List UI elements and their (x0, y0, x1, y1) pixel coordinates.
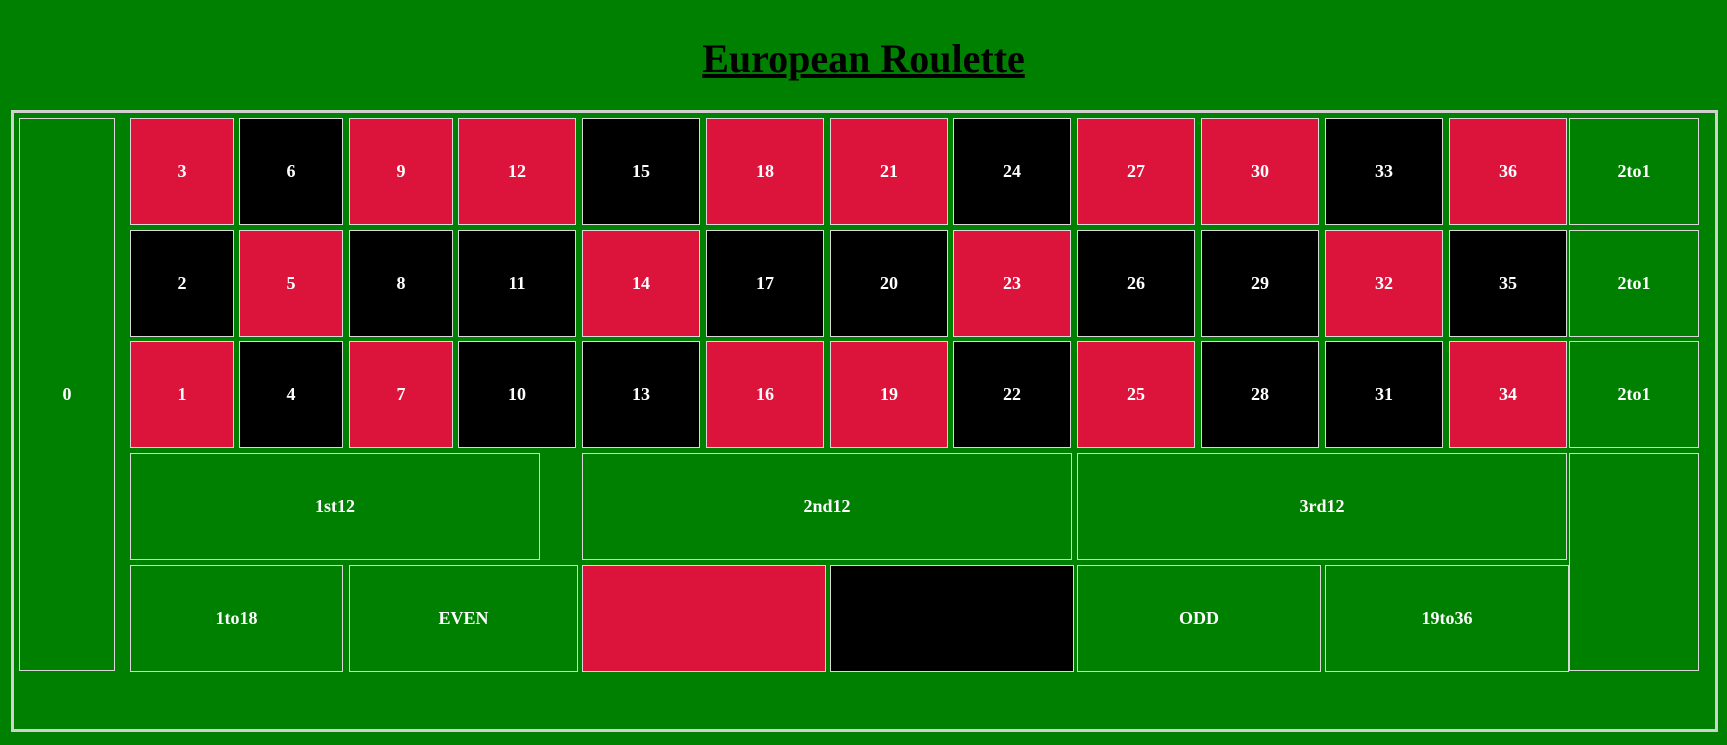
number-cell[interactable]: 20 (830, 230, 948, 337)
number-cell[interactable]: 3 (130, 118, 234, 225)
bet-1to18[interactable]: 1to18 (130, 565, 343, 672)
number-cell[interactable]: 5 (239, 230, 343, 337)
dozen-bet-first[interactable]: 1st12 (130, 453, 540, 560)
number-cell[interactable]: 4 (239, 341, 343, 448)
column-bet-top[interactable]: 2to1 (1569, 118, 1699, 225)
number-cell[interactable]: 15 (582, 118, 700, 225)
column-bet-middle[interactable]: 2to1 (1569, 230, 1699, 337)
number-cell[interactable]: 14 (582, 230, 700, 337)
number-cell[interactable]: 8 (349, 230, 453, 337)
column-bet-bottom[interactable]: 2to1 (1569, 341, 1699, 448)
number-cell[interactable]: 33 (1325, 118, 1443, 225)
number-cell[interactable]: 21 (830, 118, 948, 225)
number-cell[interactable]: 16 (706, 341, 824, 448)
number-cell[interactable]: 24 (953, 118, 1071, 225)
number-cell[interactable]: 25 (1077, 341, 1195, 448)
bet-even[interactable]: EVEN (349, 565, 578, 672)
number-cell[interactable]: 28 (1201, 341, 1319, 448)
number-cell[interactable]: 17 (706, 230, 824, 337)
number-cell[interactable]: 7 (349, 341, 453, 448)
number-cell[interactable]: 34 (1449, 341, 1567, 448)
roulette-board: 0 3 6 9 12 15 18 21 24 27 30 33 36 2 5 8 11 14 17 20 23 26 29… (11, 110, 1718, 732)
number-cell[interactable]: 12 (458, 118, 576, 225)
bet-19to36[interactable]: 19to36 (1325, 565, 1569, 672)
zero-cell[interactable]: 0 (19, 118, 115, 671)
page-title: European Roulette (702, 36, 1025, 81)
number-cell[interactable]: 11 (458, 230, 576, 337)
number-cell[interactable]: 18 (706, 118, 824, 225)
number-cell[interactable]: 26 (1077, 230, 1195, 337)
number-cell[interactable]: 6 (239, 118, 343, 225)
number-cell[interactable]: 13 (582, 341, 700, 448)
number-cell[interactable]: 10 (458, 341, 576, 448)
number-cell[interactable]: 29 (1201, 230, 1319, 337)
number-cell[interactable]: 27 (1077, 118, 1195, 225)
empty-corner-cell (1569, 453, 1699, 671)
bet-black[interactable] (830, 565, 1074, 672)
number-cell[interactable]: 35 (1449, 230, 1567, 337)
dozen-bet-second[interactable]: 2nd12 (582, 453, 1072, 560)
number-cell[interactable]: 31 (1325, 341, 1443, 448)
bet-red[interactable] (582, 565, 826, 672)
number-cell[interactable]: 9 (349, 118, 453, 225)
bet-odd[interactable]: ODD (1077, 565, 1321, 672)
number-cell[interactable]: 23 (953, 230, 1071, 337)
number-cell[interactable]: 2 (130, 230, 234, 337)
number-cell[interactable]: 22 (953, 341, 1071, 448)
dozen-bet-third[interactable]: 3rd12 (1077, 453, 1567, 560)
number-cell[interactable]: 32 (1325, 230, 1443, 337)
number-cell[interactable]: 19 (830, 341, 948, 448)
number-cell[interactable]: 30 (1201, 118, 1319, 225)
number-cell[interactable]: 36 (1449, 118, 1567, 225)
number-cell[interactable]: 1 (130, 341, 234, 448)
